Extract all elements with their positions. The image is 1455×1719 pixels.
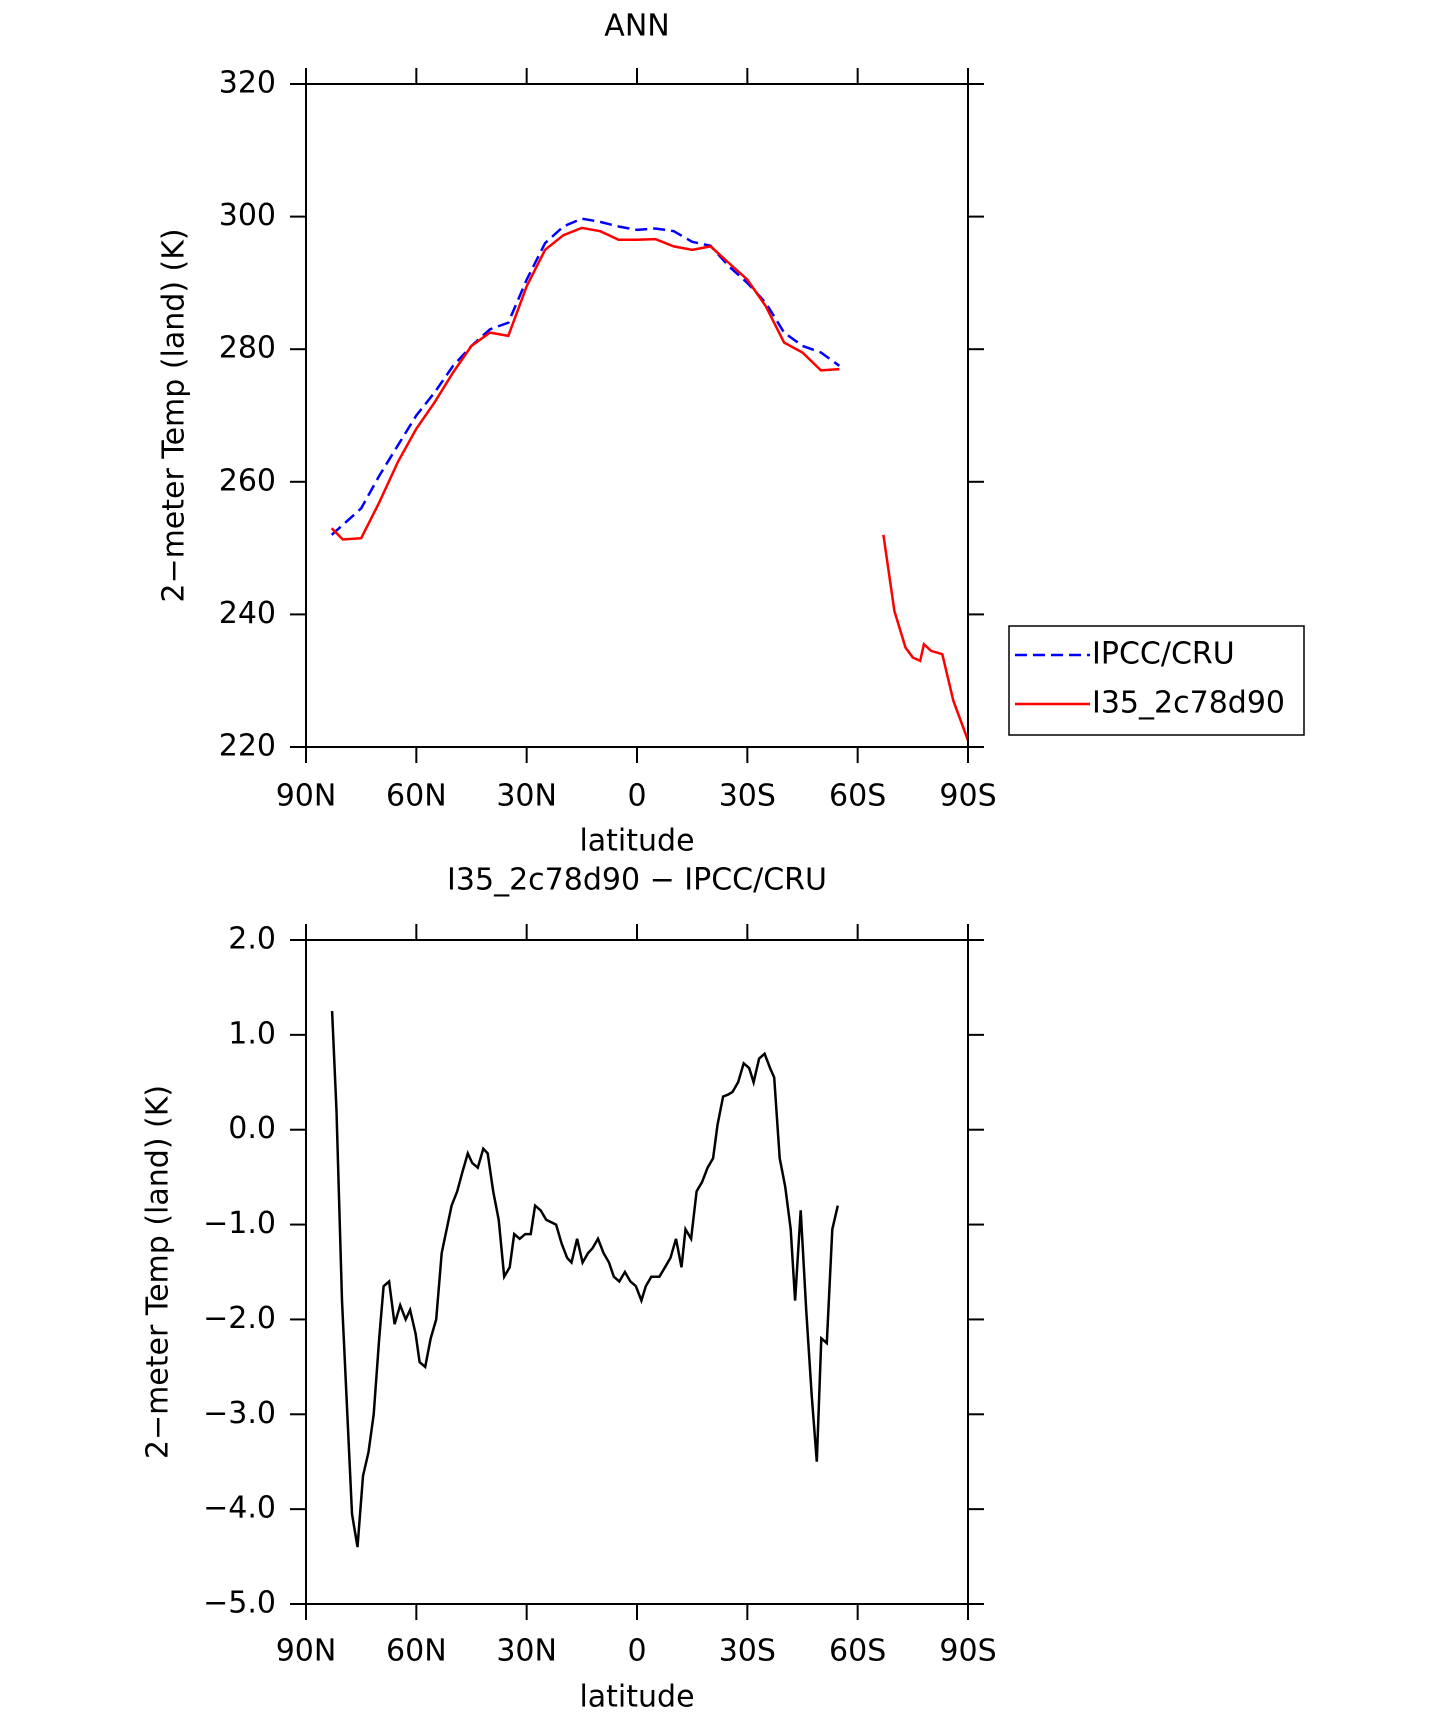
y-tick-label: −2.0 bbox=[203, 1301, 276, 1336]
x-tick-label: 60S bbox=[829, 1634, 886, 1669]
x-tick-label: 90N bbox=[276, 779, 337, 814]
y-tick-label: −3.0 bbox=[203, 1396, 276, 1431]
x-axis-label: latitude bbox=[579, 824, 694, 859]
data-line bbox=[330, 1011, 840, 1548]
x-tick-label: 0 bbox=[627, 779, 646, 814]
plot-frame bbox=[305, 939, 969, 1605]
y-axis-label: 2−meter Temp (land) (K) bbox=[141, 1085, 176, 1459]
y-tick-label: 300 bbox=[219, 198, 276, 233]
x-tick-label: 30S bbox=[719, 779, 776, 814]
y-axis-label: 2−meter Temp (land) (K) bbox=[157, 228, 192, 602]
legend-box bbox=[1008, 625, 1305, 736]
legend-label: IPCC/CRU bbox=[1092, 637, 1235, 672]
x-tick-label: 60S bbox=[829, 779, 886, 814]
x-tick-label: 0 bbox=[627, 1634, 646, 1669]
y-tick-label: 220 bbox=[219, 729, 276, 764]
y-tick-label: 280 bbox=[219, 331, 276, 366]
data-line bbox=[330, 217, 841, 536]
legend-label: I35_2c78d90 bbox=[1092, 686, 1285, 721]
x-tick-label: 90N bbox=[276, 1634, 337, 1669]
y-tick-label: 260 bbox=[219, 463, 276, 498]
y-tick-label: −5.0 bbox=[203, 1586, 276, 1621]
chart-title: ANN bbox=[604, 9, 669, 44]
y-tick-label: 320 bbox=[219, 66, 276, 101]
y-tick-label: −1.0 bbox=[203, 1206, 276, 1241]
x-tick-label: 30S bbox=[719, 1634, 776, 1669]
plot-frame bbox=[305, 83, 969, 748]
x-axis-label: latitude bbox=[579, 1680, 694, 1715]
chart-title: I35_2c78d90 − IPCC/CRU bbox=[447, 863, 827, 898]
y-tick-label: 1.0 bbox=[228, 1016, 276, 1051]
y-tick-label: 2.0 bbox=[228, 922, 276, 957]
y-tick-label: −4.0 bbox=[203, 1491, 276, 1526]
x-tick-label: 60N bbox=[386, 779, 447, 814]
y-tick-label: 240 bbox=[219, 596, 276, 631]
x-tick-label: 90S bbox=[939, 779, 996, 814]
x-tick-label: 60N bbox=[386, 1634, 447, 1669]
x-tick-label: 30N bbox=[496, 1634, 557, 1669]
data-line bbox=[330, 226, 970, 741]
x-tick-label: 30N bbox=[496, 779, 557, 814]
x-tick-label: 90S bbox=[939, 1634, 996, 1669]
y-tick-label: 0.0 bbox=[228, 1111, 276, 1146]
